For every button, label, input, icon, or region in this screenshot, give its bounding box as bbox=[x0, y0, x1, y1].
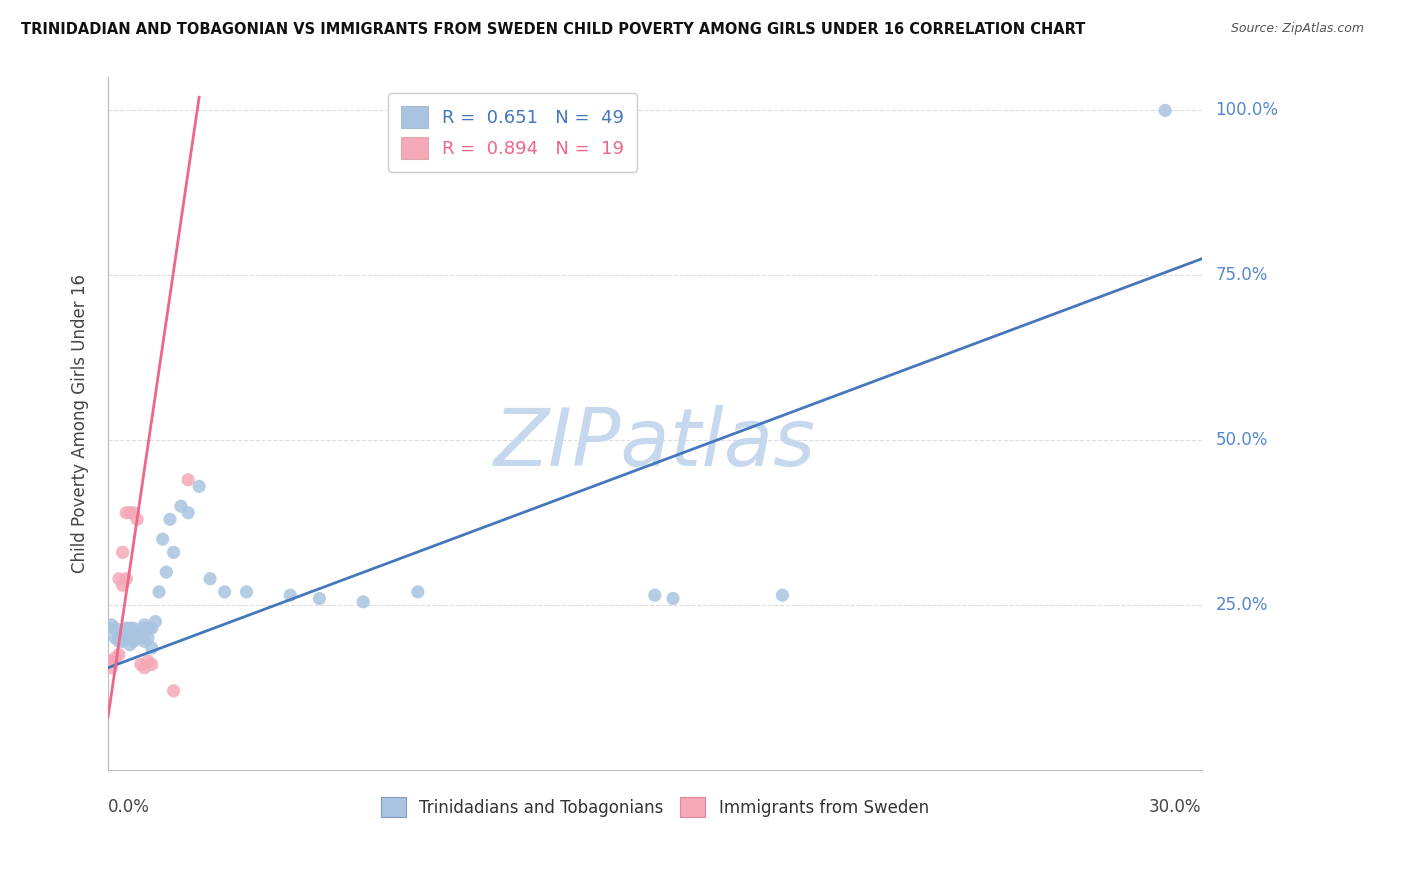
Point bbox=[118, 624, 141, 639]
Point bbox=[111, 624, 134, 639]
Point bbox=[134, 661, 156, 675]
Text: 100.0%: 100.0% bbox=[1216, 102, 1278, 120]
Point bbox=[122, 506, 145, 520]
Point bbox=[104, 651, 127, 665]
Point bbox=[134, 618, 156, 632]
Point bbox=[127, 512, 149, 526]
Point bbox=[108, 634, 131, 648]
Point bbox=[122, 634, 145, 648]
Point bbox=[108, 648, 131, 662]
Point bbox=[148, 585, 170, 599]
Point bbox=[644, 588, 666, 602]
Point bbox=[100, 661, 122, 675]
Point bbox=[278, 588, 301, 602]
Point bbox=[104, 621, 127, 635]
Point bbox=[141, 657, 163, 672]
Point bbox=[108, 631, 131, 645]
Text: 25.0%: 25.0% bbox=[1216, 596, 1268, 614]
Point bbox=[177, 473, 200, 487]
Point bbox=[100, 618, 122, 632]
Point bbox=[104, 631, 127, 645]
Point bbox=[152, 532, 174, 546]
Y-axis label: Child Poverty Among Girls Under 16: Child Poverty Among Girls Under 16 bbox=[72, 274, 89, 574]
Point bbox=[162, 683, 184, 698]
Point bbox=[122, 621, 145, 635]
Point bbox=[115, 621, 138, 635]
Point bbox=[111, 628, 134, 642]
Point bbox=[129, 624, 152, 639]
Point bbox=[1154, 103, 1177, 118]
Point bbox=[115, 572, 138, 586]
Point bbox=[97, 621, 120, 635]
Point bbox=[155, 565, 177, 579]
Point bbox=[111, 634, 134, 648]
Point bbox=[118, 506, 141, 520]
Point bbox=[145, 615, 167, 629]
Text: 0.0%: 0.0% bbox=[108, 797, 150, 815]
Text: 30.0%: 30.0% bbox=[1149, 797, 1202, 815]
Point bbox=[136, 631, 159, 645]
Point bbox=[111, 545, 134, 559]
Point bbox=[162, 545, 184, 559]
Point bbox=[188, 479, 211, 493]
Point bbox=[136, 654, 159, 668]
Point bbox=[122, 631, 145, 645]
Point bbox=[662, 591, 685, 606]
Point bbox=[118, 638, 141, 652]
Point bbox=[308, 591, 330, 606]
Point bbox=[127, 628, 149, 642]
Point bbox=[134, 621, 156, 635]
Point bbox=[136, 621, 159, 635]
Point bbox=[352, 595, 374, 609]
Point bbox=[115, 506, 138, 520]
Point bbox=[118, 621, 141, 635]
Point bbox=[115, 628, 138, 642]
Point bbox=[115, 631, 138, 645]
Text: 50.0%: 50.0% bbox=[1216, 431, 1268, 450]
Point bbox=[129, 657, 152, 672]
Text: 75.0%: 75.0% bbox=[1216, 267, 1268, 285]
Point bbox=[235, 585, 257, 599]
Point bbox=[111, 578, 134, 592]
Point bbox=[159, 512, 181, 526]
Point bbox=[214, 585, 236, 599]
Text: TRINIDADIAN AND TOBAGONIAN VS IMMIGRANTS FROM SWEDEN CHILD POVERTY AMONG GIRLS U: TRINIDADIAN AND TOBAGONIAN VS IMMIGRANTS… bbox=[21, 22, 1085, 37]
Point bbox=[770, 588, 793, 602]
Point bbox=[170, 499, 193, 513]
Text: ZIPatlas: ZIPatlas bbox=[494, 406, 815, 483]
Point bbox=[100, 654, 122, 668]
Text: Source: ZipAtlas.com: Source: ZipAtlas.com bbox=[1230, 22, 1364, 36]
Point bbox=[127, 624, 149, 639]
Point bbox=[97, 654, 120, 668]
Point bbox=[134, 634, 156, 648]
Point bbox=[406, 585, 429, 599]
Point bbox=[198, 572, 221, 586]
Point bbox=[108, 572, 131, 586]
Point bbox=[141, 640, 163, 655]
Point bbox=[141, 621, 163, 635]
Legend: Trinidadians and Tobagonians, Immigrants from Sweden: Trinidadians and Tobagonians, Immigrants… bbox=[374, 790, 935, 824]
Point bbox=[177, 506, 200, 520]
Point bbox=[129, 631, 152, 645]
